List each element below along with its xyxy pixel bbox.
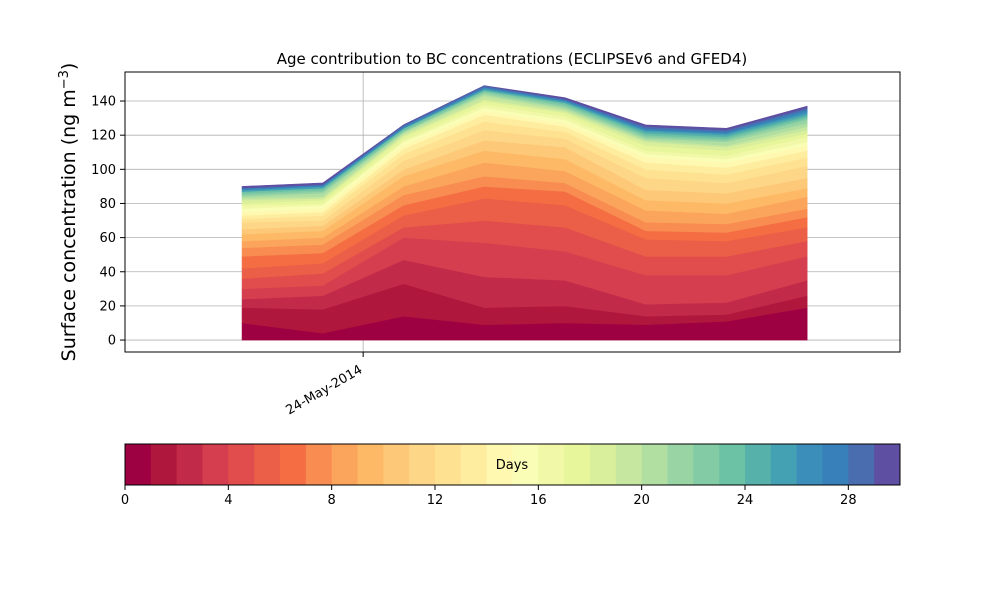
y-axis-label: Surface concentration (ng m−3): [57, 63, 80, 362]
y-tick-label: 60: [99, 231, 116, 246]
y-tick-label: 0: [108, 334, 116, 349]
chart-title: Age contribution to BC concentrations (E…: [277, 50, 748, 68]
colorbar-segment-day-8: [331, 444, 358, 485]
colorbar-segment-day-22: [693, 444, 720, 485]
colorbar-segment-day-27: [822, 444, 849, 485]
y-tick-label: 20: [99, 299, 116, 314]
colorbar-tick-label: 16: [530, 493, 547, 508]
colorbar-segment-day-15: [512, 444, 539, 485]
y-tick-label: 80: [99, 197, 116, 212]
y-axis-label-suffix: ): [58, 63, 80, 70]
colorbar-tick-label: 12: [427, 493, 444, 508]
colorbar-segment-day-9: [357, 444, 384, 485]
colorbar-tick-label: 20: [633, 493, 650, 508]
colorbar-segment-day-6: [280, 444, 307, 485]
colorbar-segment-day-1: [150, 444, 178, 485]
colorbar-segment-day-4: [228, 444, 255, 485]
colorbar-frame: [124, 443, 901, 486]
colorbar-segment-day-17: [564, 444, 591, 485]
colorbar-segment-day-23: [719, 444, 746, 485]
y-tick-label: 100: [91, 163, 116, 178]
y-tick-label: 40: [99, 265, 116, 280]
area-band-day-29: [241, 85, 808, 189]
colorbar-segment-day-7: [305, 444, 333, 485]
y-axis-label-exponent: −3: [57, 70, 72, 89]
colorbar: [124, 443, 901, 486]
colorbar-segment-day-3: [202, 444, 229, 485]
colorbar-segment-day-13: [460, 444, 488, 485]
colorbar-segment-day-19: [615, 444, 643, 485]
colorbar-segment-day-2: [176, 444, 203, 485]
y-ticks: 0 20 40 60 80 100 120 140: [91, 95, 125, 349]
colorbar-tick-label: 24: [737, 493, 754, 508]
colorbar-segment-day-28: [848, 444, 875, 485]
y-tick-label: 140: [91, 95, 116, 110]
colorbar-segment-day-5: [254, 444, 281, 485]
colorbar-segment-day-25: [770, 444, 798, 485]
colorbar-tick-label: 4: [224, 493, 232, 508]
colorbar-tick-label: 8: [328, 493, 336, 508]
colorbar-segment-day-12: [435, 444, 462, 485]
colorbar-segment-day-10: [383, 444, 410, 485]
colorbar-tick-label: 28: [840, 493, 857, 508]
colorbar-segment-day-0: [125, 444, 152, 485]
y-tick-label: 120: [91, 129, 116, 144]
colorbar-segment-day-24: [745, 444, 772, 485]
colorbar-segment-day-14: [486, 444, 513, 485]
colorbar-segment-day-26: [796, 444, 823, 485]
colorbar-segment-day-18: [590, 444, 617, 485]
stacked-areas: [241, 85, 808, 341]
colorbar-segment-day-20: [641, 444, 668, 485]
colorbar-tick-label: 0: [121, 493, 129, 508]
colorbar-segment-day-21: [667, 444, 694, 485]
colorbar-segment-day-11: [409, 444, 436, 485]
colorbar-segment-day-29: [874, 444, 901, 485]
axes-frame: [124, 71, 901, 353]
axes: [124, 71, 901, 353]
colorbar-label: Days: [496, 458, 529, 473]
colorbar-ticks: 0 4 8 12 16 20 24 28: [121, 485, 857, 508]
colorbar-segment-day-16: [538, 444, 565, 485]
